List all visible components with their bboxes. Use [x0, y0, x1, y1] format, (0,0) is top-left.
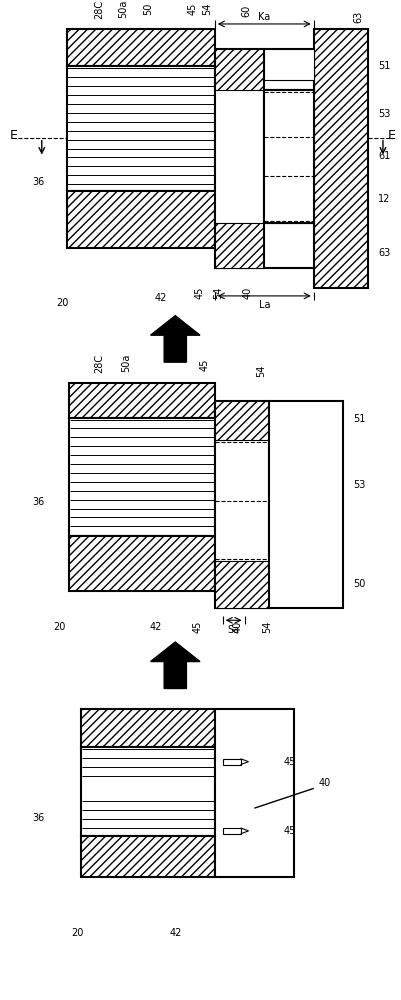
Text: 61: 61: [378, 151, 390, 161]
Text: 12: 12: [378, 194, 391, 204]
Text: Ka: Ka: [258, 12, 270, 22]
Text: 54: 54: [256, 365, 266, 377]
Polygon shape: [150, 316, 200, 362]
Text: 45: 45: [187, 3, 197, 15]
Bar: [264, 49, 314, 90]
Bar: [69, 383, 215, 418]
Text: 42: 42: [154, 293, 167, 303]
Text: 40: 40: [319, 778, 331, 788]
Text: 20: 20: [71, 928, 84, 938]
Polygon shape: [150, 642, 200, 688]
Bar: [269, 401, 343, 608]
Text: 20: 20: [57, 298, 69, 308]
Bar: [215, 401, 269, 440]
Text: 40: 40: [243, 287, 253, 299]
Bar: [215, 223, 264, 268]
Text: 28C: 28C: [94, 0, 104, 19]
Bar: [69, 418, 215, 536]
Text: Sa: Sa: [227, 625, 240, 635]
Bar: [81, 747, 215, 836]
Bar: [264, 49, 314, 80]
Text: 63: 63: [353, 11, 363, 23]
Bar: [67, 29, 215, 66]
Text: 51: 51: [378, 61, 391, 71]
Bar: [67, 191, 215, 248]
Bar: [215, 49, 264, 90]
Text: 36: 36: [32, 177, 44, 187]
Text: 40: 40: [233, 621, 243, 633]
Text: 45: 45: [284, 826, 296, 836]
Text: 50a: 50a: [118, 0, 128, 18]
Text: 50a: 50a: [121, 354, 131, 372]
Bar: [223, 828, 241, 834]
Text: 20: 20: [54, 622, 66, 632]
Text: 42: 42: [169, 928, 182, 938]
Text: 54: 54: [213, 287, 223, 299]
Bar: [81, 836, 215, 877]
Bar: [69, 536, 215, 591]
Text: 50: 50: [353, 579, 366, 589]
Bar: [314, 29, 368, 288]
Text: 36: 36: [32, 813, 44, 823]
Text: 45: 45: [200, 359, 210, 371]
Text: 28C: 28C: [94, 354, 104, 373]
Bar: [264, 90, 314, 223]
Bar: [81, 709, 215, 747]
Text: 53: 53: [353, 480, 366, 490]
Text: 54: 54: [262, 621, 272, 633]
Text: E: E: [10, 129, 18, 142]
Text: 45: 45: [193, 621, 203, 633]
Text: 50: 50: [144, 3, 154, 15]
Bar: [223, 759, 241, 765]
Text: 42: 42: [149, 622, 162, 632]
Text: La: La: [259, 300, 270, 310]
Text: 54: 54: [202, 3, 212, 15]
Bar: [264, 223, 314, 268]
Bar: [215, 561, 269, 608]
Text: 60: 60: [241, 5, 251, 17]
Bar: [215, 49, 264, 268]
Text: 51: 51: [353, 414, 366, 424]
Text: 36: 36: [32, 497, 44, 507]
Text: 53: 53: [378, 109, 391, 119]
Text: 45: 45: [284, 757, 296, 767]
Bar: [67, 66, 215, 191]
Text: E: E: [388, 129, 396, 142]
Bar: [215, 709, 294, 877]
Bar: [215, 401, 269, 608]
Text: 63: 63: [378, 248, 390, 258]
Text: 45: 45: [195, 287, 205, 299]
